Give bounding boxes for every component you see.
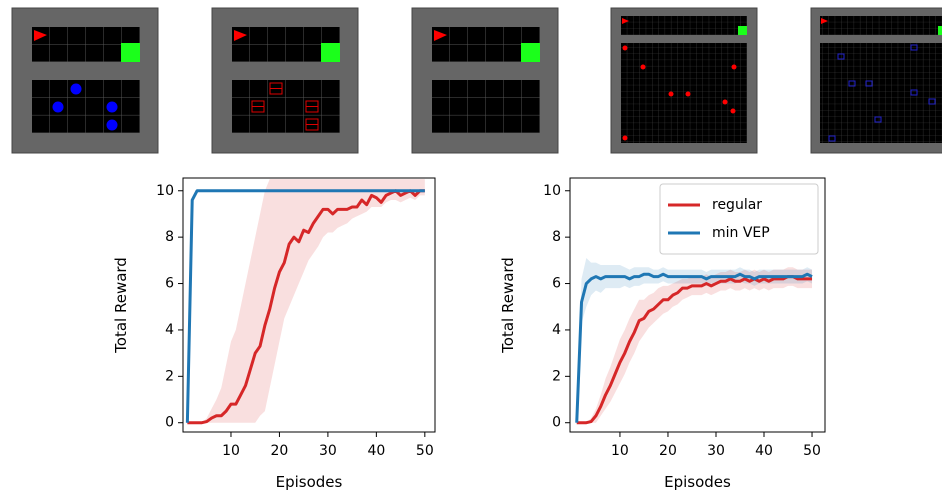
- y-tick-label: 8: [165, 229, 174, 245]
- plot-area: [185, 179, 425, 425]
- error-band: [187, 179, 425, 423]
- y-tick-label: 2: [165, 368, 174, 384]
- legend: regular min VEP: [659, 183, 819, 255]
- x-tick-label: 40: [755, 443, 773, 459]
- x-axis-label: Episodes: [664, 473, 731, 491]
- x-tick-label: 20: [271, 443, 289, 459]
- y-tick-label: 8: [552, 229, 561, 245]
- y-tick-label: 0: [552, 415, 561, 431]
- y-tick-label: 10: [543, 183, 561, 199]
- error-band: [576, 267, 813, 423]
- y-tick-label: 6: [165, 276, 174, 292]
- y-tick-label: 4: [165, 322, 174, 338]
- y-tick-label: 6: [552, 276, 561, 292]
- x-tick-label: 10: [222, 443, 240, 459]
- y-tick-label: 4: [552, 322, 561, 338]
- series-line: [576, 275, 813, 425]
- env-image: [610, 7, 758, 154]
- series-line: [185, 189, 425, 423]
- legend-label: regular: [712, 197, 762, 213]
- axes-frame: [182, 177, 436, 433]
- plot-area: [575, 258, 813, 425]
- x-tick-label: 20: [659, 443, 677, 459]
- y-tick-label: 2: [552, 368, 561, 384]
- env-image: [411, 7, 559, 154]
- legend-box: [659, 183, 819, 255]
- y-tick-label: 0: [165, 415, 174, 431]
- x-tick-label: 40: [367, 443, 385, 459]
- env-image: [211, 7, 359, 154]
- env-image: [11, 7, 159, 154]
- series-line: [575, 272, 813, 423]
- env-image: [810, 7, 942, 154]
- x-tick-label: 30: [707, 443, 725, 459]
- legend-label: min VEP: [712, 225, 770, 241]
- y-axis-label: Total Reward: [499, 257, 517, 354]
- axes-frame: [569, 177, 826, 433]
- y-tick-label: 10: [156, 183, 174, 199]
- series-line: [187, 189, 425, 425]
- x-tick-label: 50: [416, 443, 434, 459]
- x-tick-label: 50: [803, 443, 821, 459]
- x-tick-label: 30: [319, 443, 337, 459]
- error-band: [576, 258, 813, 423]
- x-axis-label: Episodes: [276, 473, 343, 491]
- y-axis-label: Total Reward: [112, 257, 130, 354]
- x-tick-label: 10: [611, 443, 629, 459]
